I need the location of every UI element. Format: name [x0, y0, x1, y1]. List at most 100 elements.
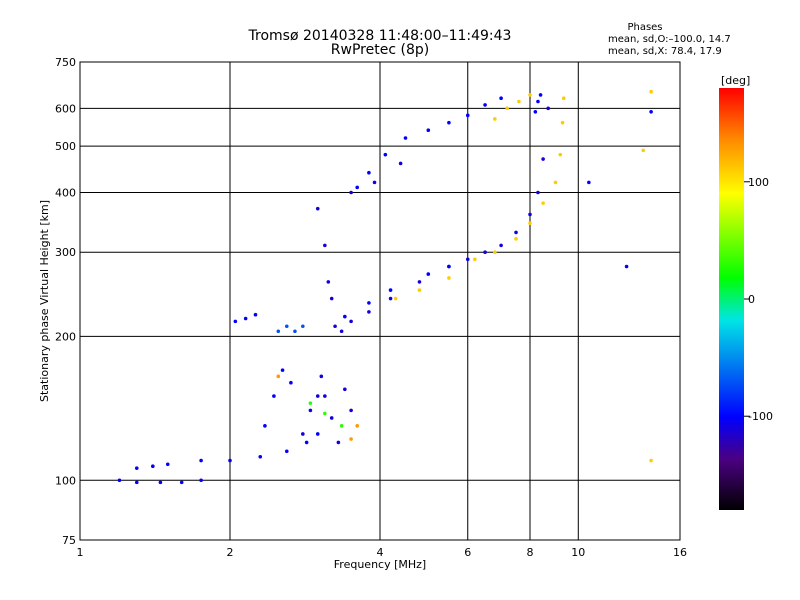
data-point: [258, 454, 263, 459]
data-point: [158, 480, 163, 485]
x-tick-label: 2: [227, 546, 234, 559]
y-axis-label: Stationary phase Virtual Height [km]: [38, 200, 51, 402]
y-axis-ticks: 75 100 200 300 400 500 600 750: [55, 56, 76, 547]
data-point: [134, 480, 139, 485]
data-point: [336, 440, 341, 445]
data-point: [276, 374, 281, 379]
data-point: [383, 152, 388, 157]
data-point: [561, 96, 566, 100]
data-point: [536, 190, 540, 195]
data-point: [293, 329, 297, 334]
data-traces: [117, 89, 653, 485]
data-point: [253, 312, 258, 317]
data-point: [323, 394, 327, 398]
y-tick-label: 500: [55, 140, 76, 153]
data-point: [493, 250, 497, 255]
data-point: [276, 329, 281, 334]
data-point: [538, 93, 543, 97]
y-tick-label: 400: [55, 186, 76, 199]
data-point: [284, 324, 289, 329]
data-point: [417, 288, 422, 292]
chart-subtitle: RwPretec (8p): [331, 42, 429, 58]
data-point: [301, 324, 305, 329]
phases-panel-title: Phases: [627, 22, 662, 33]
colorbar-tick-label: 0: [748, 293, 755, 306]
data-point: [388, 288, 393, 292]
x-tick-label: 10: [571, 546, 585, 559]
grid-lines: [80, 62, 680, 540]
data-point: [323, 243, 327, 248]
data-point: [528, 212, 532, 217]
colorbar-tick-label: -100: [748, 410, 773, 423]
data-point: [372, 180, 377, 185]
data-point: [280, 368, 285, 372]
data-point: [343, 387, 347, 392]
data-point: [339, 424, 344, 428]
phases-panel-x-stats: mean, sd,X: 78.4, 17.9: [608, 46, 722, 57]
plot-area: 1 2 4 6 8 10 16 75 100 200 300 400 500 600 750: [55, 56, 687, 559]
data-point: [199, 478, 203, 483]
y-tick-label: 600: [55, 102, 76, 115]
data-point: [326, 280, 331, 284]
data-point: [315, 432, 320, 436]
data-point: [301, 432, 305, 436]
y-tick-label: 200: [55, 330, 76, 343]
data-point: [541, 157, 545, 161]
data-point: [447, 276, 451, 280]
data-point: [536, 99, 540, 104]
data-point: [349, 319, 353, 324]
data-point: [541, 201, 545, 205]
data-point: [243, 316, 248, 321]
data-point: [355, 185, 359, 190]
data-point: [367, 170, 371, 175]
data-point: [553, 180, 558, 185]
data-point: [528, 221, 532, 226]
colorbar: [deg] 100 0 -100: [719, 74, 773, 510]
data-point: [263, 424, 267, 428]
data-point: [560, 120, 565, 125]
data-point: [333, 324, 337, 329]
data-point: [343, 314, 347, 319]
data-point: [528, 93, 532, 97]
data-point: [165, 462, 170, 467]
data-point: [483, 103, 487, 107]
data-point: [199, 458, 203, 463]
colorbar-gradient: [719, 88, 744, 510]
data-point: [546, 106, 550, 111]
data-point: [514, 230, 518, 235]
data-point: [533, 110, 538, 114]
x-axis-label: Frequency [MHz]: [334, 558, 426, 571]
data-point: [228, 458, 232, 463]
data-point: [355, 424, 359, 428]
data-point: [649, 89, 653, 94]
data-point: [403, 136, 408, 140]
data-point: [641, 148, 646, 153]
x-axis-ticks: 1 2 4 6 8 10 16: [77, 546, 688, 559]
data-point: [393, 296, 398, 301]
data-point: [315, 206, 320, 211]
data-point: [349, 437, 353, 441]
data-point: [315, 394, 320, 398]
data-point: [117, 478, 122, 483]
data-point: [272, 394, 276, 398]
data-point: [649, 458, 653, 463]
data-point: [349, 408, 353, 413]
x-tick-label: 6: [464, 546, 471, 559]
data-point: [179, 480, 184, 485]
data-point: [587, 180, 591, 185]
data-point: [284, 449, 289, 454]
data-point: [426, 272, 431, 276]
data-point: [134, 466, 139, 470]
data-point: [388, 296, 393, 301]
data-point: [447, 120, 451, 125]
data-point: [349, 190, 353, 195]
data-point: [339, 329, 344, 334]
colorbar-tick-label: 100: [748, 176, 769, 189]
data-point: [505, 106, 509, 111]
data-point: [499, 96, 503, 100]
data-point: [447, 264, 451, 269]
data-point: [493, 117, 497, 121]
y-tick-label: 75: [62, 534, 76, 547]
data-point: [289, 380, 293, 385]
